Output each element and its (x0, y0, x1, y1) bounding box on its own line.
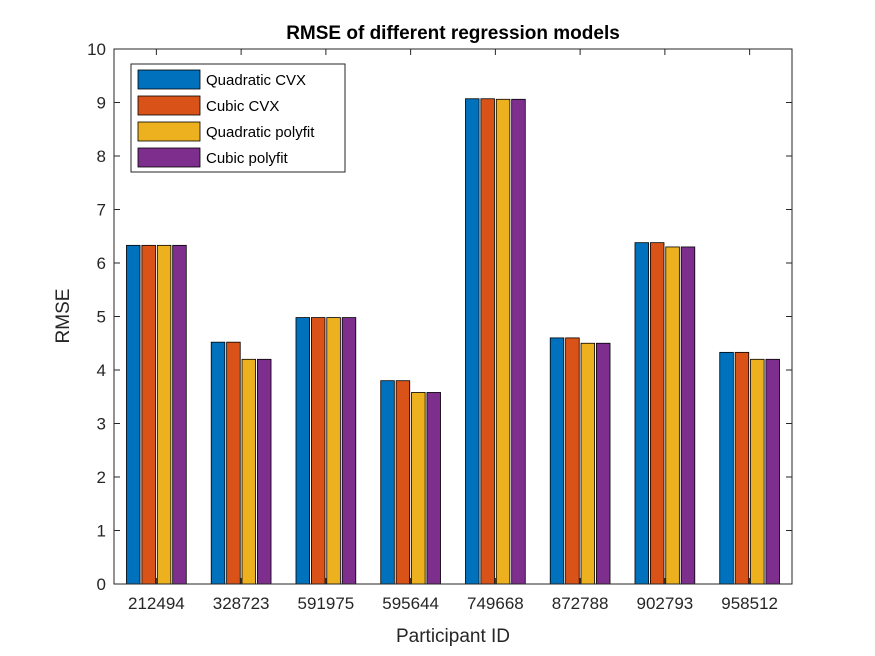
bar-749668-cubic-polyfit (511, 98, 526, 585)
legend-label: Quadratic polyfit (206, 124, 315, 141)
bars-group (126, 98, 780, 585)
y-tick-label: 10 (87, 40, 106, 59)
bar-595644-cubic-cvx (395, 380, 411, 585)
bar-595644-cubic-polyfit (426, 392, 441, 585)
bar-872788-cubic-polyfit (596, 342, 611, 585)
bar-902793-quadratic-polyfit (665, 246, 680, 585)
bar-595644-quadratic-polyfit (411, 392, 426, 585)
bar-872788-quadratic-cvx (549, 337, 565, 585)
x-tick-label: 749668 (467, 594, 524, 613)
bar-902793-cubic-cvx (649, 242, 665, 585)
bar-591975-cubic-polyfit (341, 317, 357, 585)
bar-212494-cubic-polyfit (172, 244, 187, 585)
bar-958512-quadratic-cvx (719, 351, 734, 585)
x-tick-label: 902793 (637, 594, 694, 613)
legend-swatch (137, 95, 201, 116)
legend: Quadratic CVX Cubic CVX Quadratic polyfit C… (130, 63, 346, 173)
bar-958512-cubic-cvx (734, 351, 750, 585)
y-tick-label: 3 (97, 415, 106, 434)
bar-902793-cubic-polyfit (680, 246, 696, 585)
x-axis-label: Participant ID (396, 626, 510, 647)
y-tick-label: 5 (97, 308, 106, 327)
legend-swatch (137, 121, 201, 142)
bar-212494-cubic-cvx (141, 244, 156, 585)
bar-872788-quadratic-polyfit (580, 342, 596, 585)
bar-749668-quadratic-cvx (465, 98, 480, 585)
y-axis-label: RMSE (53, 289, 74, 344)
y-tick-label: 6 (97, 254, 106, 273)
legend-label: Cubic CVX (206, 98, 279, 115)
axes-group: 0 1 2 3 4 5 6 7 8 9 10 212494 328723 591975 595644 7496… (87, 40, 793, 613)
x-tick-label: 958512 (721, 594, 778, 613)
y-tick-label: 8 (97, 147, 106, 166)
bar-328723-cubic-polyfit (257, 358, 272, 585)
bar-595644-quadratic-cvx (380, 380, 395, 585)
legend-swatch (137, 69, 201, 90)
bar-902793-quadratic-cvx (634, 242, 649, 585)
x-tick-label: 872788 (552, 594, 609, 613)
y-tick-label: 2 (97, 468, 106, 487)
bar-591975-cubic-cvx (310, 317, 326, 585)
y-tick-label: 0 (97, 575, 106, 594)
y-tick-label: 7 (97, 201, 106, 220)
bar-749668-cubic-cvx (480, 98, 495, 585)
y-tick-label: 9 (97, 94, 106, 113)
bar-749668-quadratic-polyfit (495, 98, 511, 585)
bar-328723-cubic-cvx (226, 341, 241, 585)
bar-958512-cubic-polyfit (765, 358, 780, 585)
legend-swatch (137, 147, 201, 168)
y-tick-label: 4 (97, 361, 106, 380)
bar-328723-quadratic-cvx (210, 341, 226, 585)
bar-591975-quadratic-cvx (295, 317, 310, 585)
legend-label: Quadratic CVX (206, 72, 306, 89)
bar-212494-quadratic-polyfit (156, 244, 172, 585)
x-tick-label: 212494 (128, 594, 185, 613)
y-tick-label: 1 (97, 522, 106, 541)
x-tick-label: 328723 (213, 594, 270, 613)
bar-591975-quadratic-polyfit (326, 317, 341, 585)
legend-label: Cubic polyfit (206, 150, 289, 167)
bar-872788-cubic-cvx (565, 337, 580, 585)
x-tick-label: 591975 (298, 594, 355, 613)
bar-958512-quadratic-polyfit (750, 358, 765, 585)
bar-212494-quadratic-cvx (126, 244, 141, 585)
x-tick-label: 595644 (382, 594, 439, 613)
chart-title: RMSE of different regression models (286, 23, 620, 44)
bar-328723-quadratic-polyfit (241, 358, 257, 585)
